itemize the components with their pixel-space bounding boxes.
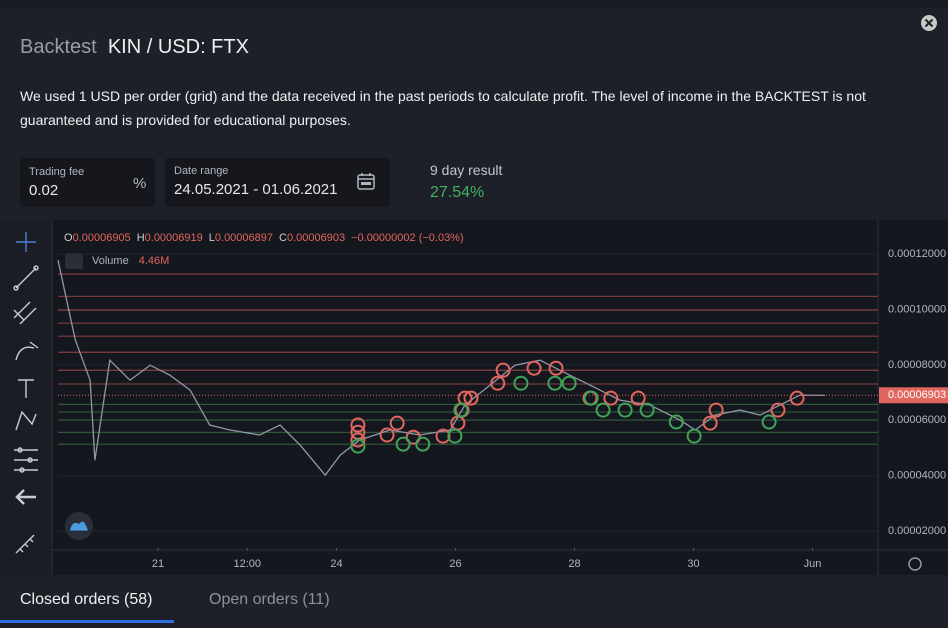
y-tick-label: 0.00008000: [888, 359, 946, 371]
tab[interactable]: Open orders (11): [209, 591, 330, 608]
sell-order: [379, 427, 395, 443]
y-tick-label: 0.00012000: [888, 248, 946, 260]
field-label: Date range: [174, 165, 229, 177]
x-tick-label: 28: [568, 558, 580, 570]
date-field[interactable]: Date range 24.05.2021 - 01.06.2021: [165, 158, 390, 207]
x-tick-label: Jun: [804, 558, 822, 570]
sell-order: [495, 362, 511, 378]
calendar-icon: [357, 173, 375, 190]
tab-bar: Closed orders (58) Open orders (11): [0, 575, 948, 628]
buy-order: [761, 414, 777, 430]
y-tick-label: 0.00004000: [888, 470, 946, 482]
result-value: 27.54%: [430, 184, 485, 201]
x-tick-label: 12:00: [233, 558, 261, 570]
buy-order: [639, 402, 655, 418]
sell-order: [435, 428, 451, 444]
buy-order: [395, 436, 411, 452]
description: We used 1 USD per order (grid) and the d…: [20, 88, 866, 128]
result-label: 9 day result: [430, 162, 503, 178]
buy-order: [686, 428, 702, 444]
buy-order: [350, 438, 366, 454]
buy-order: [561, 375, 577, 391]
price-line: [57, 260, 826, 477]
sell-order: [789, 390, 805, 406]
x-tick-label: 21: [152, 558, 164, 570]
last-price-label: 0.00006903: [888, 389, 946, 401]
sell-order: [526, 360, 542, 376]
tab[interactable]: Closed orders (58): [20, 591, 153, 608]
sell-order: [548, 360, 564, 376]
sell-order: [463, 390, 479, 406]
sell-order: [405, 429, 421, 445]
y-tick-label: 0.00002000: [888, 525, 946, 537]
sell-order: [490, 375, 506, 391]
close-button[interactable]: [920, 14, 938, 32]
field-value: 24.05.2021 - 01.06.2021: [174, 181, 338, 198]
y-tick-label: 0.00006000: [888, 414, 946, 426]
sell-order: [389, 415, 405, 431]
fee-field[interactable]: Trading fee 0.02 %: [20, 158, 155, 207]
sell-order: [350, 432, 366, 448]
field-unit: %: [133, 175, 147, 192]
buy-order: [453, 402, 469, 418]
volume-legend: Volume 4.46M: [92, 255, 169, 267]
y-tick-label: 0.00010000: [888, 303, 946, 315]
buy-order: [447, 428, 463, 444]
field-label: Trading fee: [29, 166, 85, 178]
buy-order: [415, 436, 431, 452]
settings-icon[interactable]: [908, 557, 922, 571]
logo-mark: [70, 521, 88, 531]
sell-order: [702, 415, 718, 431]
collapse-button[interactable]: [65, 253, 83, 269]
buy-order: [513, 375, 529, 391]
header-label: Backtest: [20, 36, 97, 58]
top-strip: [0, 0, 948, 8]
header-title: KIN / USD: FTX: [107, 36, 249, 58]
x-tick-label: 24: [330, 558, 342, 570]
sell-order: [708, 402, 724, 418]
x-tick-label: 30: [687, 558, 699, 570]
chart: O0.00006905 H0.00006919 L0.00006897 C0.0000…: [0, 220, 948, 575]
tab-indicator: [0, 620, 174, 623]
buy-order: [668, 414, 684, 430]
tool-icons[interactable]: [13, 232, 39, 554]
buy-order: [595, 402, 611, 418]
ohlc-legend: O0.00006905 H0.00006919 L0.00006897 C0.0000…: [64, 232, 464, 244]
sell-order: [630, 390, 646, 406]
field-value: 0.02: [29, 182, 59, 199]
sell-order: [770, 402, 786, 418]
buy-order: [617, 402, 633, 418]
buy-order: [547, 375, 563, 391]
x-tick-label: 26: [449, 558, 461, 570]
sell-order: [603, 390, 619, 406]
last-price-badge: [879, 387, 948, 404]
sell-order: [350, 417, 366, 433]
sell-order: [450, 415, 466, 431]
buy-order: [583, 390, 599, 406]
header: Backtest KIN / USD: FTX: [20, 36, 249, 59]
